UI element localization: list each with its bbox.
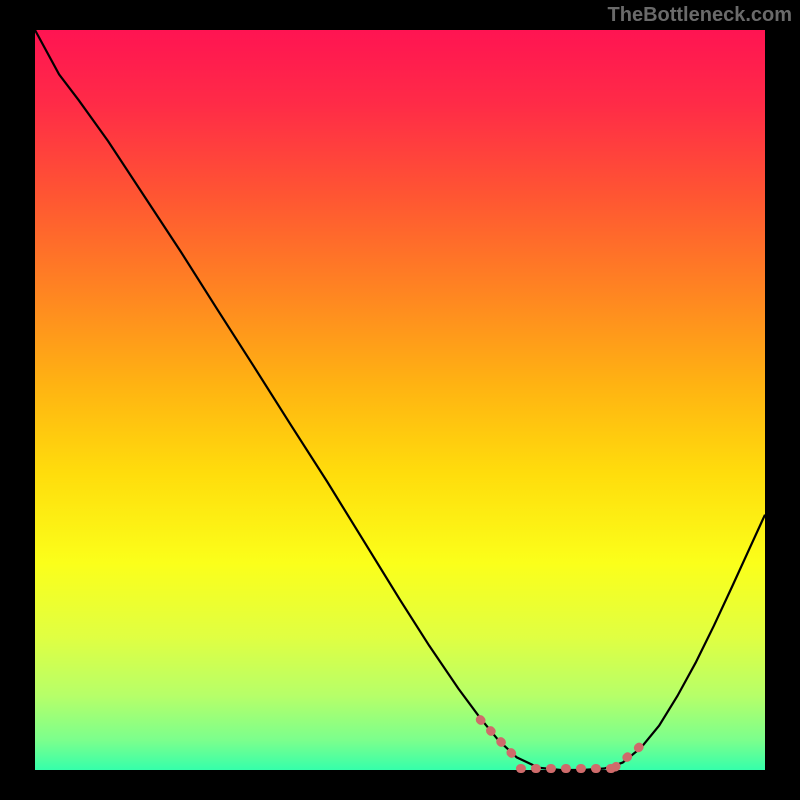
chart-container: TheBottleneck.com [0,0,800,800]
plot-background [35,30,765,770]
watermark-text: TheBottleneck.com [608,4,792,27]
bottleneck-chart [0,0,800,800]
